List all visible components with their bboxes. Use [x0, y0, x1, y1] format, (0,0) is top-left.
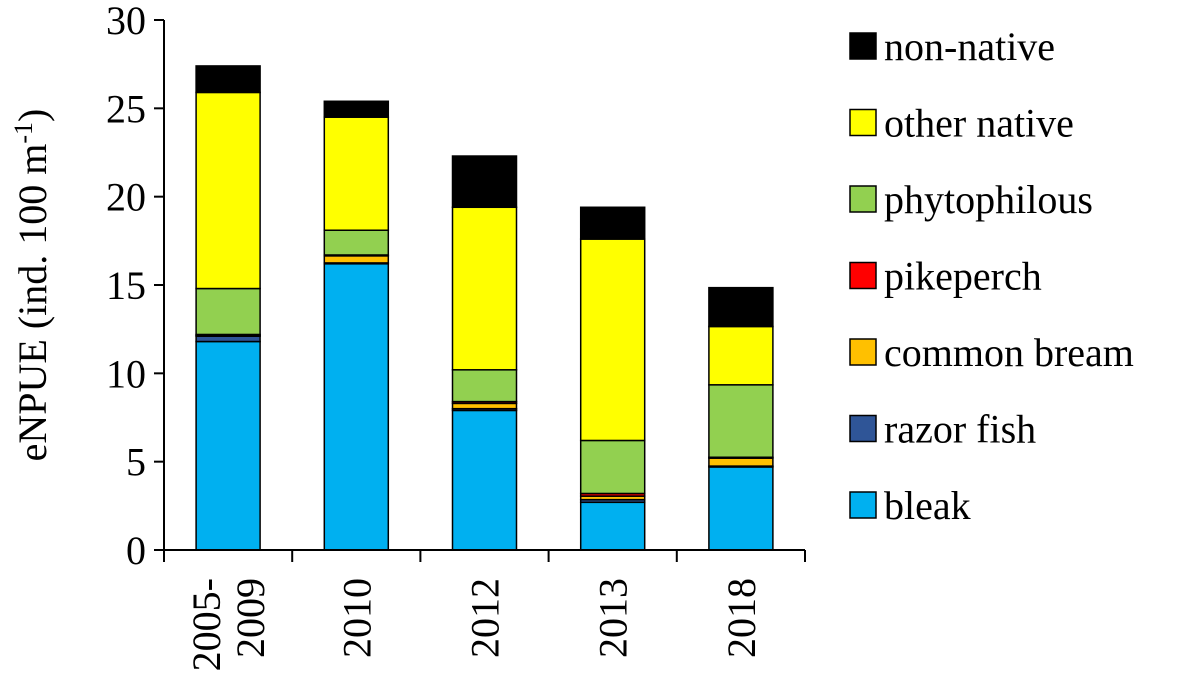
- bar-segment-non-native-3: [579, 206, 646, 240]
- bar-segment-phytophilous-2: [451, 369, 518, 403]
- bar-segment-non-native-2: [451, 155, 518, 209]
- legend-label-razor-fish: razor fish: [884, 407, 1036, 452]
- y-tick-label: 0: [126, 528, 146, 573]
- legend-swatch-pikeperch: [849, 261, 877, 290]
- legend: non-native other native phytophilous pikepe…: [849, 24, 1134, 528]
- bar-segment-common-bream-4: [708, 457, 774, 467]
- y-ticks-group: 0 5 10 15 20 25 30: [106, 0, 164, 573]
- bar-segment-non-native-1: [323, 100, 390, 118]
- y-axis-title: eNPUE (ind. 100 m-1): [9, 109, 56, 462]
- bar-segment-phytophilous-1: [323, 229, 390, 256]
- bar-segment-phytophilous-3: [579, 439, 646, 495]
- legend-swatch-other-native: [849, 108, 877, 137]
- bar-segment-common-bream-2: [451, 402, 518, 410]
- bar-segment-bleak-2: [451, 409, 518, 551]
- y-tick-label: 5: [126, 440, 146, 485]
- x-ticks-group: 2005- 2009 2010 2012 2013 2018: [163, 550, 806, 671]
- legend-swatch-non-native: [849, 32, 877, 60]
- bar-segment-other-native-3: [579, 238, 646, 442]
- bar-segment-phytophilous-4: [708, 384, 774, 459]
- y-tick-label: 20: [106, 175, 146, 220]
- y-tick-label: 10: [106, 351, 146, 396]
- bars-group: [195, 65, 774, 551]
- x-tick-label: 2010: [334, 578, 379, 658]
- legend-label-bleak: bleak: [884, 483, 971, 528]
- bar-segment-phytophilous-0: [195, 287, 261, 336]
- x-tick-label: 2013: [591, 578, 636, 658]
- bar-segment-bleak-4: [708, 466, 774, 551]
- legend-swatch-common-bream: [849, 338, 877, 366]
- bar-segment-non-native-4: [708, 286, 774, 328]
- bar-segment-other-native-0: [195, 91, 261, 290]
- legend-label-non-native: non-native: [884, 24, 1055, 69]
- bar-segment-bleak-0: [195, 340, 261, 551]
- bar-segment-non-native-0: [195, 65, 261, 94]
- x-tick-label: 2005-: [184, 578, 229, 671]
- legend-label-common-bream: common bream: [884, 330, 1134, 375]
- legend-swatch-bleak: [849, 491, 877, 519]
- bar-segment-razor-fish-0: [195, 335, 261, 343]
- bar-segment-bleak-3: [579, 501, 646, 551]
- bar-segment-other-native-2: [451, 206, 518, 371]
- y-tick-label: 30: [106, 0, 146, 43]
- bar-segment-other-native-1: [323, 116, 390, 231]
- y-tick-label: 15: [106, 263, 146, 308]
- legend-swatch-razor-fish: [849, 414, 877, 443]
- bar-segment-bleak-1: [323, 263, 390, 551]
- legend-swatch-phytophilous: [849, 185, 877, 213]
- y-tick-label: 25: [106, 86, 146, 131]
- legend-label-pikeperch: pikeperch: [884, 254, 1042, 299]
- legend-label-phytophilous: phytophilous: [884, 177, 1093, 222]
- legend-label-other-native: other native: [884, 101, 1074, 146]
- bar-segment-common-bream-1: [323, 255, 390, 264]
- x-tick-label: 2009: [228, 578, 273, 658]
- x-tick-label: 2012: [463, 578, 508, 658]
- bar-segment-other-native-4: [708, 325, 774, 386]
- x-tick-label: 2018: [719, 578, 764, 658]
